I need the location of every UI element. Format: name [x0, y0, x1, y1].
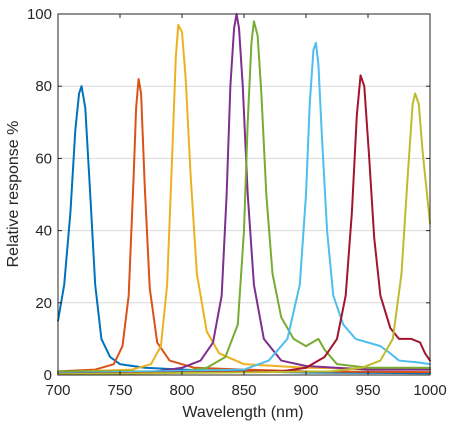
x-tick-label-1000: 1000 — [413, 382, 446, 399]
x-tick-label-700: 700 — [45, 382, 70, 399]
axes — [57, 13, 431, 376]
series-line-5 — [57, 20, 431, 373]
y-tick-label-60: 60 — [35, 150, 52, 167]
y-tick-label-80: 80 — [35, 78, 52, 95]
x-axis-label: Wavelength (nm) — [182, 404, 303, 421]
grid — [58, 85, 430, 304]
x-tick-label-800: 800 — [169, 382, 194, 399]
y-tick-label-100: 100 — [27, 6, 52, 23]
y-axis-label: Relative response % — [5, 121, 22, 268]
series-line-2 — [57, 77, 431, 374]
ticks: 700 750 800 850 900 950 1000 0 20 40 60 80 100 — [27, 6, 447, 399]
series-line-3 — [57, 23, 431, 374]
x-tick-label-950: 950 — [355, 382, 380, 399]
series-line-7 — [57, 74, 431, 375]
x-tick-label-750: 750 — [107, 382, 132, 399]
y-tick-label-20: 20 — [35, 295, 52, 312]
series-line-8 — [57, 92, 431, 376]
plot-frame — [57, 13, 431, 376]
x-tick-label-900: 900 — [293, 382, 318, 399]
series-line-4 — [57, 13, 431, 375]
series-group — [57, 13, 431, 376]
y-tick-label-0: 0 — [44, 367, 52, 384]
y-tick-label-40: 40 — [35, 223, 52, 240]
x-tick-label-850: 850 — [231, 382, 256, 399]
